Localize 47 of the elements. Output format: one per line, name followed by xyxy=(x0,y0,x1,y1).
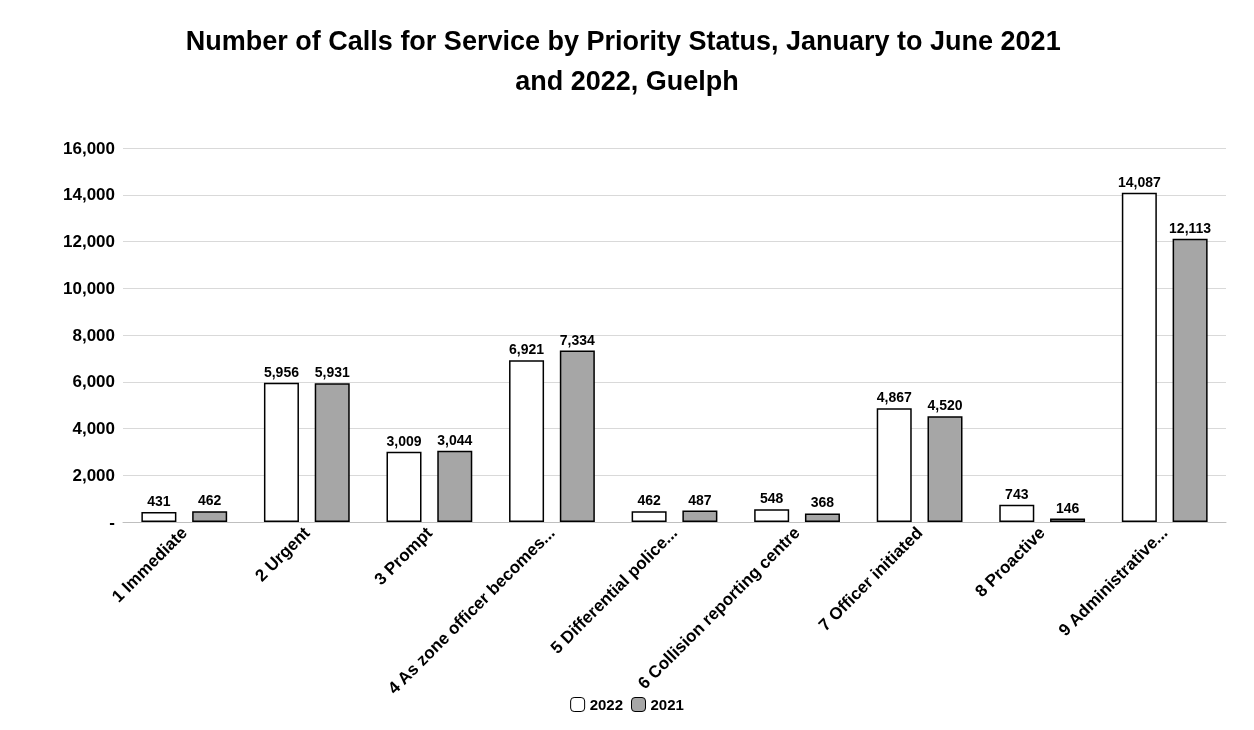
bar xyxy=(682,510,718,522)
bar xyxy=(754,509,790,522)
data-label: 3,009 xyxy=(386,432,422,449)
y-tick-label: 4,000 xyxy=(72,419,115,438)
data-label: 4,520 xyxy=(927,397,963,414)
data-label: 487 xyxy=(688,491,712,508)
y-tick-label: 14,000 xyxy=(63,185,115,205)
data-label: 3,044 xyxy=(437,431,473,448)
legend-label: 2021 xyxy=(650,696,684,713)
bar xyxy=(1121,192,1157,522)
data-label: 462 xyxy=(637,492,662,509)
y-tick-label: 16,000 xyxy=(63,138,115,158)
data-label: 548 xyxy=(759,490,784,507)
y-tick-label: 12,000 xyxy=(63,232,115,251)
y-tick-label: 10,000 xyxy=(63,278,115,298)
data-label: 5,956 xyxy=(263,363,300,380)
data-label: 368 xyxy=(810,494,835,511)
bar xyxy=(927,416,963,522)
bar xyxy=(631,511,667,522)
y-tick-label: 2,000 xyxy=(72,465,115,485)
bar xyxy=(386,451,422,522)
data-label: 4,867 xyxy=(876,389,912,406)
chart-title: Number of Calls for Service by Priority Status, January to June 2021 and 2022, Guelph xyxy=(185,26,1069,96)
bar xyxy=(876,408,912,522)
data-label: 5,931 xyxy=(314,364,350,381)
bar xyxy=(141,511,177,522)
bar xyxy=(559,350,595,522)
legend-label: 2022 xyxy=(589,696,624,713)
bar xyxy=(263,382,299,522)
data-label: 146 xyxy=(1055,499,1080,516)
data-label: 12,113 xyxy=(1169,219,1212,236)
data-label: 743 xyxy=(1005,485,1029,502)
bar xyxy=(192,511,228,522)
bar xyxy=(509,360,545,522)
y-tick-label: 8,000 xyxy=(72,325,115,345)
bar xyxy=(999,504,1035,522)
bar xyxy=(804,513,840,522)
bar xyxy=(1172,238,1208,522)
data-label: 7,334 xyxy=(559,331,596,348)
data-label: 431 xyxy=(147,492,171,509)
bar xyxy=(314,383,350,522)
bar xyxy=(437,450,473,522)
y-tick-label: 6,000 xyxy=(72,372,115,392)
y-tick-label: - xyxy=(109,512,115,532)
data-label: 6,921 xyxy=(509,341,545,358)
data-label: 14,087 xyxy=(1117,173,1161,190)
data-label: 462 xyxy=(197,492,222,509)
